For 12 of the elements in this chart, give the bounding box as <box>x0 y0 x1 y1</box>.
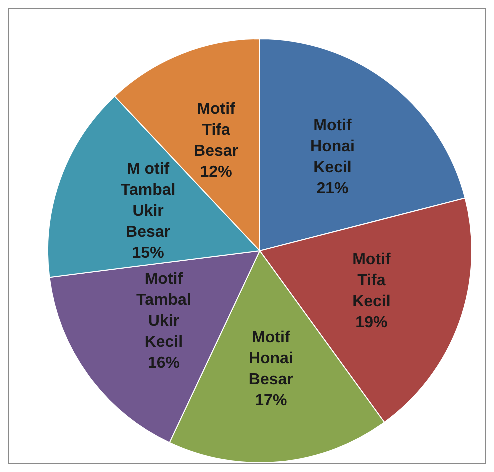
slice-label: M otif Tambal Ukir Besar <box>120 160 176 240</box>
data-label: 19% <box>356 314 388 332</box>
data-label: 15% <box>132 244 164 262</box>
data-label: 21% <box>316 180 349 198</box>
slice-label: Motif Tambal Ukir Kecil <box>136 270 192 350</box>
data-label: 17% <box>255 392 288 410</box>
data-label: 16% <box>148 354 180 372</box>
slice-label: Motif Tifa Besar <box>194 100 239 160</box>
slice-label: Motif Tifa Kecil <box>352 251 392 310</box>
data-label: 12% <box>200 164 232 181</box>
slice-label: Motif Honai Kecil <box>310 117 355 176</box>
slice-label: Motif Honai Besar <box>248 329 294 388</box>
